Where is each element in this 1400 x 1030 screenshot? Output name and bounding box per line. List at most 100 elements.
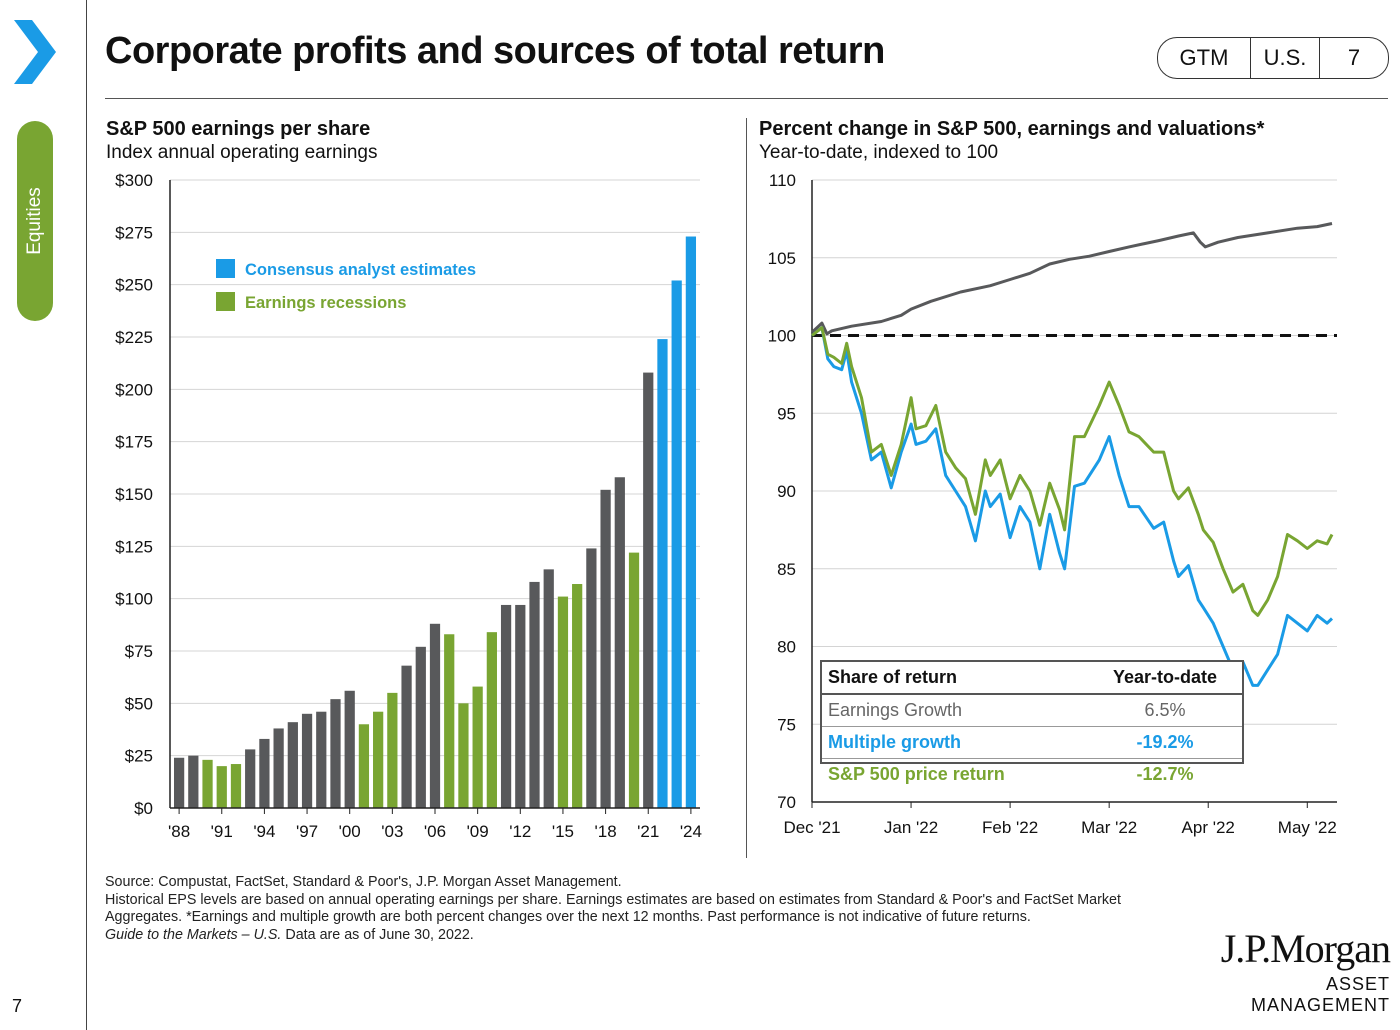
y-tick-label: $250 — [115, 276, 153, 295]
panel-divider — [746, 118, 747, 858]
bar-2002 — [373, 711, 384, 808]
series-line-multiple-growth — [811, 326, 1334, 687]
ytd-line-chart: 70 75 80 85 90 95 100 105 110 Dec '21 Jan '22 Feb '… — [768, 171, 1337, 837]
y-tick-label: $200 — [115, 380, 153, 399]
y-tick-label: $150 — [115, 485, 153, 504]
table-header-value: Year-to-date — [1112, 667, 1218, 687]
x-tick-label: '24 — [680, 822, 702, 841]
legend-label-recessions: Earnings recessions — [245, 294, 406, 312]
y-tick-label: 80 — [777, 638, 796, 657]
x-tick-label: '03 — [381, 822, 403, 841]
bar-1991 — [216, 766, 227, 808]
left-chart-subtitle: Index annual operating earnings — [106, 142, 378, 163]
x-tick-label: Mar '22 — [1081, 818, 1137, 837]
right-chart-title: Percent change in S&P 500, earnings and … — [759, 118, 1265, 140]
row-label: Earnings Growth — [828, 700, 963, 720]
left-chart-title: S&P 500 earnings per share — [106, 118, 371, 140]
badge-page: 7 — [1347, 45, 1361, 70]
y-tick-label: $225 — [115, 328, 153, 347]
table-row-earnings-growth: Earnings Growth 6.5% — [822, 695, 1242, 727]
x-tick-label: '06 — [424, 822, 446, 841]
methodology-note: Historical EPS levels are based on annua… — [105, 891, 1121, 926]
footnotes: Source: Compustat, FactSet, Standard & P… — [105, 874, 1165, 944]
x-tick-label: '18 — [595, 822, 617, 841]
bar-1997 — [301, 713, 313, 808]
bar-2018 — [600, 489, 611, 808]
guide-title: Guide to the Markets – U.S. — [105, 926, 282, 943]
x-tick-label: '97 — [296, 822, 318, 841]
y-tick-label: 100 — [768, 327, 796, 346]
section-tab-equities[interactable]: Equities — [17, 121, 53, 321]
data-date: Data are as of June 30, 2022. — [281, 926, 474, 943]
source-note: Source: Compustat, FactSet, Standard & P… — [105, 874, 622, 890]
bar-2010 — [486, 632, 497, 808]
y-tick-label: 105 — [768, 249, 796, 268]
page-title: Corporate profits and sources of total r… — [105, 30, 885, 72]
bar-2011 — [500, 604, 512, 808]
x-tick-label: '88 — [168, 822, 190, 841]
series-line-s-p-500-price-return — [811, 326, 1334, 617]
page-number: 7 — [12, 996, 23, 1016]
x-tick-label: Apr '22 — [1182, 818, 1235, 837]
y-tick-label: $75 — [125, 642, 153, 661]
y-tick-label: $125 — [115, 537, 153, 556]
bar-1996 — [287, 722, 298, 808]
section-tab-label: Equities — [24, 187, 45, 255]
table-row-price-return: S&P 500 price return -12.7% — [822, 759, 1242, 790]
bar-1992 — [230, 764, 242, 808]
y-tick-label: 95 — [777, 404, 796, 423]
y-tick-label: $50 — [125, 694, 153, 713]
y-tick-label: 85 — [777, 560, 796, 579]
x-tick-label: '09 — [467, 822, 489, 841]
x-tick-label: May '22 — [1278, 818, 1337, 837]
x-tick-label: '15 — [552, 822, 574, 841]
x-tick-label: Jan '22 — [884, 818, 938, 837]
eps-bar-chart: $0 $25 $50 $75 $100 $125 $150 $175 $200 $225 $250 $… — [115, 171, 702, 841]
bar-2015 — [557, 596, 569, 808]
bar-1990 — [202, 759, 213, 808]
chevron-right-icon — [14, 20, 56, 84]
x-tick-label: Dec '21 — [783, 818, 840, 837]
legend-label-estimates: Consensus analyst estimates — [245, 261, 476, 279]
share-of-return-table: Share of return Year-to-date Earnings Gr… — [820, 660, 1244, 784]
bar-2016 — [572, 584, 583, 808]
logo-wordmark: J.P.Morgan — [1220, 926, 1391, 971]
badge-region: U.S. — [1251, 38, 1320, 78]
row-value: -19.2% — [1136, 732, 1194, 752]
x-tick-label: '00 — [339, 822, 361, 841]
bar-2009 — [472, 686, 483, 808]
legend-swatch-estimates — [216, 259, 235, 278]
bar-1995 — [273, 728, 284, 808]
bar-1999 — [330, 699, 341, 808]
bar-2008 — [458, 703, 469, 808]
bar-2001 — [358, 724, 370, 808]
bar-2019 — [614, 477, 625, 808]
bar-2021 — [643, 372, 654, 808]
legend-swatch-recessions — [216, 292, 235, 311]
row-value: 6.5% — [1144, 700, 1186, 720]
bar-2012 — [515, 604, 526, 808]
y-tick-label: $100 — [115, 590, 153, 609]
jpmorgan-logo: J.P.Morgan ASSET MANAGEMENT — [1190, 925, 1391, 1016]
y-tick-label: $175 — [115, 433, 153, 452]
y-tick-label: $0 — [134, 799, 153, 818]
bar-2006 — [429, 623, 441, 808]
bar-2017 — [586, 548, 597, 808]
guide-badge: GTM U.S. 7 — [1157, 37, 1389, 79]
bar-2013 — [529, 581, 540, 808]
y-tick-label: 110 — [769, 171, 796, 190]
bar-2007 — [444, 634, 455, 808]
row-value: -12.7% — [1136, 764, 1194, 784]
y-tick-label: $275 — [115, 223, 153, 242]
bar-2003 — [387, 692, 398, 808]
x-tick-label: '12 — [509, 822, 531, 841]
x-tick-label: Feb '22 — [982, 818, 1038, 837]
table-header-label: Share of return — [828, 667, 958, 687]
y-tick-label: 70 — [777, 793, 796, 812]
bar-2005 — [415, 646, 426, 808]
bar-1998 — [316, 711, 327, 808]
left-rail — [0, 0, 87, 1030]
table-header-row: Share of return Year-to-date — [822, 662, 1242, 695]
y-tick-label: $300 — [115, 171, 153, 190]
logo-subtitle: ASSET MANAGEMENT — [1250, 974, 1390, 1015]
